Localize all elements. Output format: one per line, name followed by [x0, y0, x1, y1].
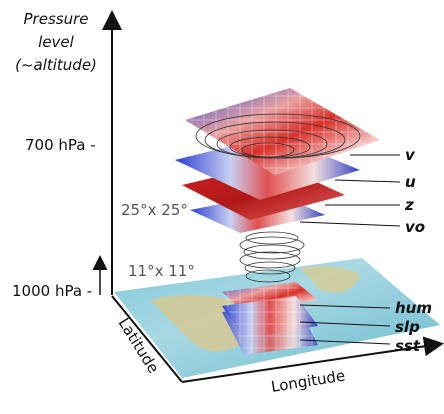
upper-vortex [195, 113, 361, 159]
variable-label: sst [395, 337, 421, 355]
variable-label: u [405, 173, 416, 191]
axis-label: level [38, 33, 75, 51]
land [300, 266, 360, 293]
variable-label: v [405, 146, 416, 164]
level-label: 700 hPa - [25, 136, 96, 154]
variable-label: hum [395, 299, 432, 317]
lower-stack [222, 282, 318, 355]
variable-label: slp [395, 318, 420, 336]
lower-vortex [239, 231, 305, 283]
variable-label: z [404, 196, 414, 214]
domain-label: 25°x 25° [121, 201, 188, 219]
domain-label: 11°x 11° [128, 262, 195, 280]
longitude-axis [181, 336, 444, 383]
upper-stack [175, 88, 380, 233]
level-label: 1000 hPa - [12, 282, 92, 300]
leader-lines [299, 154, 401, 345]
axis-label: (~altitude) [15, 56, 97, 74]
land [150, 295, 248, 352]
longitude-label: Longitude [270, 367, 347, 396]
variable-label: vo [405, 218, 425, 236]
latitude-axis [111, 295, 183, 383]
axis-label: Pressure [24, 10, 89, 28]
